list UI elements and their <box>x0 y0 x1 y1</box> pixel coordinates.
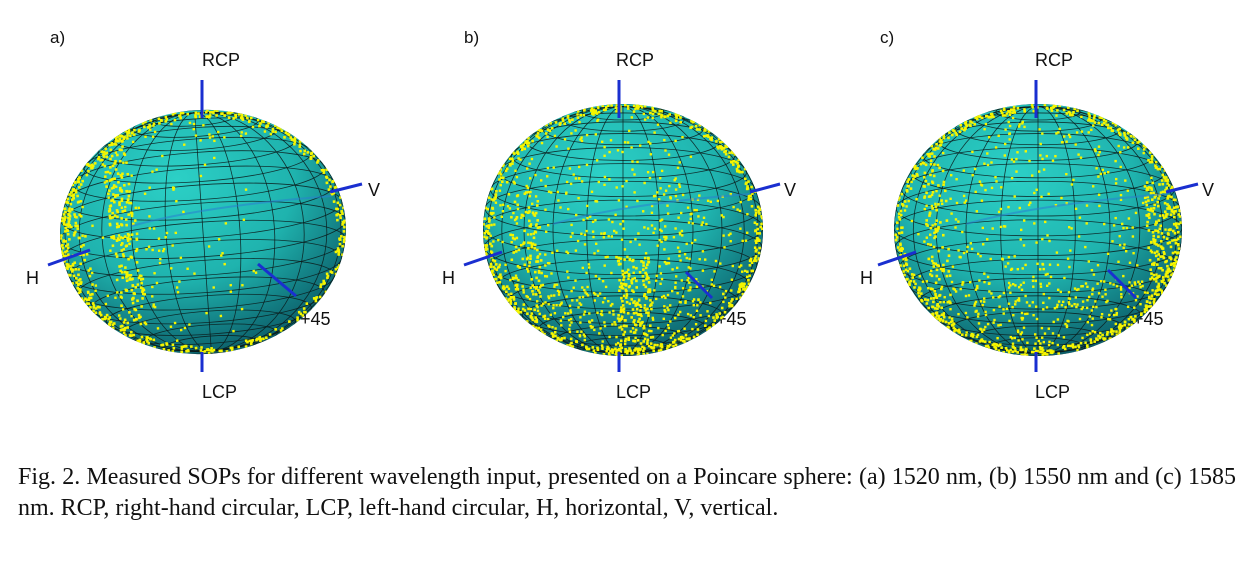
poincare-sphere <box>463 80 781 372</box>
plus45-axis <box>684 270 714 300</box>
sphere-grid <box>894 104 1182 356</box>
v-axis <box>329 182 363 194</box>
h-axis <box>47 248 91 267</box>
sop-points <box>483 104 763 356</box>
plus45-label: +45 <box>300 309 331 329</box>
v-axis <box>749 182 781 194</box>
equator-trace <box>552 193 750 225</box>
panel-a: a) RCP LCP H V +45 <box>0 0 420 430</box>
v-label: V <box>368 180 381 200</box>
h-axis <box>463 250 503 267</box>
rcp-label: RCP <box>616 50 655 70</box>
rcp-label: RCP <box>1035 50 1074 70</box>
panel-letter: a) <box>50 28 66 47</box>
v-label: V <box>784 180 797 200</box>
figure-caption: Fig. 2. Measured SOPs for different wave… <box>18 464 1236 521</box>
poincare-sphere <box>877 80 1199 372</box>
lcp-label: LCP <box>1035 382 1071 402</box>
panel-letter: b) <box>464 28 480 47</box>
sop-points <box>894 104 1182 356</box>
v-axis <box>1165 182 1199 194</box>
h-label: H <box>26 268 39 288</box>
panel-b: b) RCP LCP H V +45 <box>412 0 832 430</box>
stokes-axes <box>877 80 1199 372</box>
stokes-axes <box>47 80 363 372</box>
lcp-label: LCP <box>616 382 652 402</box>
rcp-label: RCP <box>202 50 241 70</box>
panel-letter: c) <box>880 28 895 47</box>
equator-trace <box>131 195 332 227</box>
h-label: H <box>442 268 455 288</box>
panel-c: c) RCP LCP H V +45 <box>830 0 1250 430</box>
poincare-sphere <box>47 80 363 372</box>
v-label: V <box>1202 180 1215 200</box>
h-axis <box>877 250 917 267</box>
lcp-label: LCP <box>202 382 238 402</box>
plus45-axis <box>257 262 297 298</box>
h-label: H <box>860 268 873 288</box>
equator-trace <box>965 193 1168 225</box>
plus45-axis <box>1106 268 1138 300</box>
stokes-axes <box>463 80 781 372</box>
figure-2: a) RCP LCP H V +45 b) RCP LCP H V +45 c)… <box>0 0 1250 430</box>
